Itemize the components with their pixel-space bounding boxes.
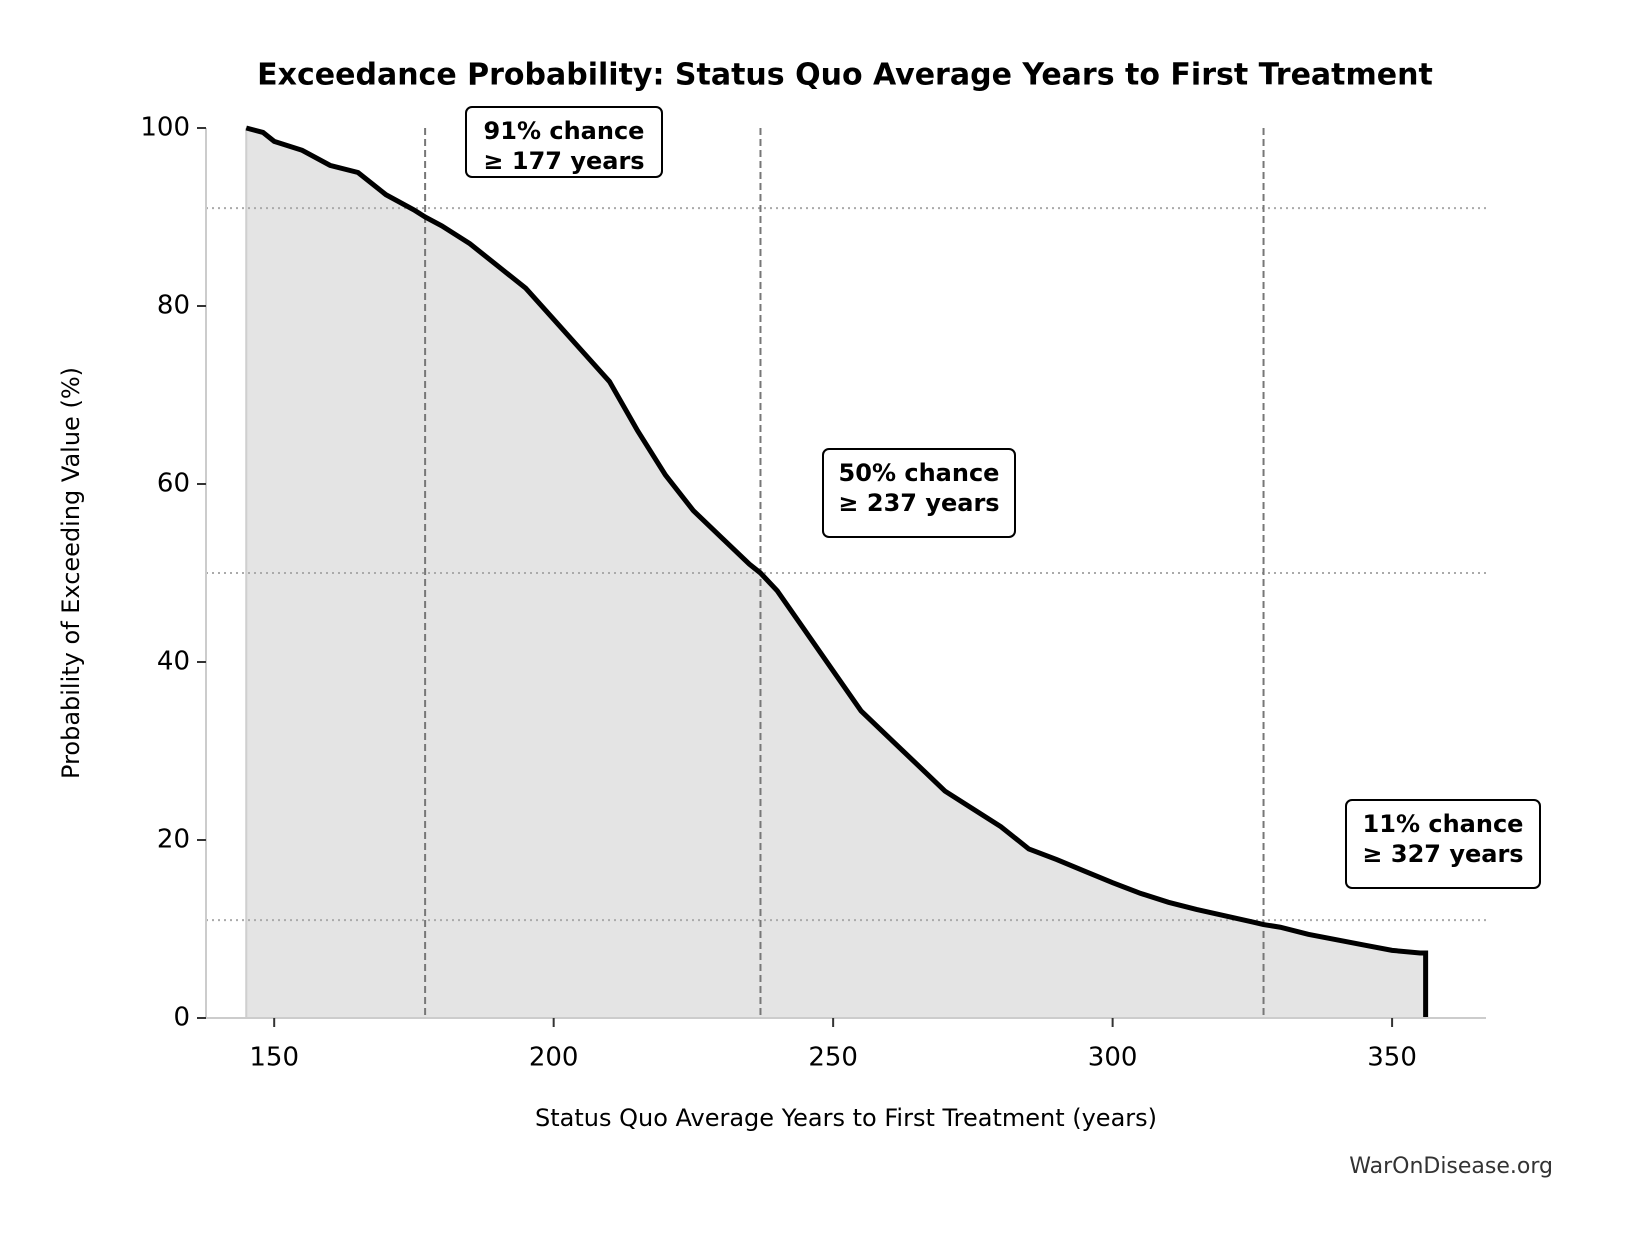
y-tick-label: 100 <box>140 113 190 143</box>
annotation: 11% chance≥ 327 years <box>1345 799 1541 889</box>
source: WarOnDisease.org <box>1349 1154 1553 1179</box>
y-tick-label: 20 <box>157 825 190 855</box>
y-tick-label: 40 <box>157 647 190 677</box>
annotation-text: ≥ 327 years <box>1362 840 1523 868</box>
area-fill <box>246 128 1426 1018</box>
annotation-text: ≥ 177 years <box>483 147 644 175</box>
annotation: 50% chance≥ 237 years <box>822 448 1016 538</box>
x-tick-label: 200 <box>529 1043 579 1073</box>
y-axis-label: Probability of Exceeding Value (%) <box>57 367 85 779</box>
annotation-text: 11% chance <box>1363 810 1524 838</box>
annotation-text: ≥ 237 years <box>838 489 999 517</box>
exceedance-line <box>245 125 1429 1018</box>
chart-title: Exceedance Probability: Status Quo Avera… <box>257 58 1433 93</box>
annotation-box <box>465 106 663 178</box>
annotation-text: 50% chance <box>839 459 1000 487</box>
x-tick-label: 300 <box>1088 1043 1138 1073</box>
x-axis-label: Status Quo Average Years to First Treatm… <box>535 1104 1157 1132</box>
annotation-box <box>1345 799 1541 889</box>
y-tick-label: 80 <box>157 291 190 321</box>
x-tick-label: 350 <box>1367 1043 1417 1073</box>
annotation-box <box>822 448 1016 538</box>
annotation-text: 91% chance <box>484 117 645 145</box>
y-tick-label: 0 <box>173 1003 190 1033</box>
x-tick-label: 150 <box>249 1043 299 1073</box>
annotation: 91% chance≥ 177 years <box>465 106 663 178</box>
x-tick-label: 250 <box>808 1043 858 1073</box>
y-tick-label: 60 <box>157 469 190 499</box>
